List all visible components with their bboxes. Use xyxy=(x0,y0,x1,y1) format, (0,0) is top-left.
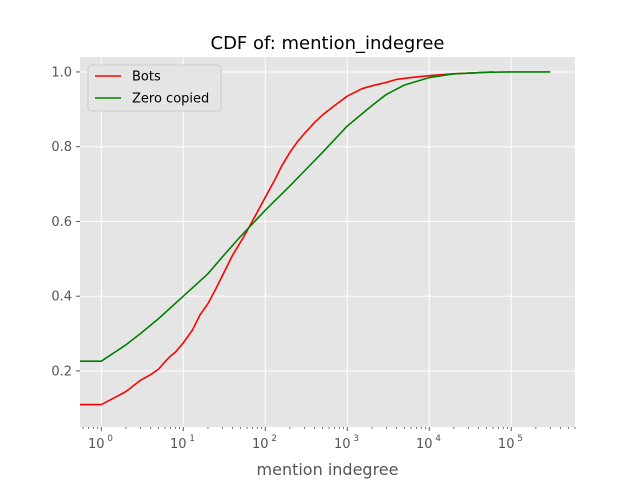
y-tick-label: 0.8 xyxy=(51,140,72,155)
series-line-zero-copied xyxy=(80,71,551,363)
legend-label-zero-copied: Zero copied xyxy=(132,92,209,107)
x-tick-label: 10 xyxy=(170,437,187,452)
series-lines xyxy=(80,71,551,406)
axis-ticks: 0.20.40.60.81.010 0 10 1 10 2 10 3 10 4 10 5 xyxy=(51,65,576,452)
x-tick-exponent: 1 xyxy=(189,434,195,444)
x-axis-label: mention indegree xyxy=(257,460,399,479)
y-tick-label: 0.6 xyxy=(51,215,72,230)
y-tick-label: 0.4 xyxy=(51,290,72,305)
x-tick-exponent: 4 xyxy=(435,434,441,444)
y-tick-label: 0.2 xyxy=(51,364,72,379)
legend-box xyxy=(87,64,222,112)
x-tick-label: 10 xyxy=(252,437,269,452)
legend: Bots Zero copied xyxy=(87,64,222,112)
x-tick-exponent: 5 xyxy=(517,434,523,444)
legend-label-bots: Bots xyxy=(132,70,161,85)
x-tick-label: 10 xyxy=(334,437,351,452)
x-tick-label: 10 xyxy=(88,437,105,452)
series-line-bots xyxy=(80,71,494,406)
x-tick-label: 10 xyxy=(416,437,433,452)
x-tick-exponent: 0 xyxy=(107,434,113,444)
x-tick-label: 10 xyxy=(498,437,515,452)
chart-title: CDF of: mention_indegree xyxy=(211,33,445,54)
x-tick-exponent: 2 xyxy=(271,434,277,444)
y-tick-label: 1.0 xyxy=(51,65,72,80)
x-tick-exponent: 3 xyxy=(353,434,359,444)
grid xyxy=(80,57,575,427)
